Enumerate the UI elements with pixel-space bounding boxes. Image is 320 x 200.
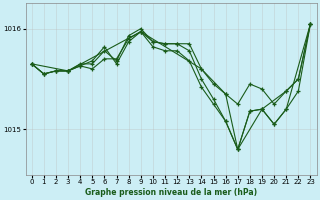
X-axis label: Graphe pression niveau de la mer (hPa): Graphe pression niveau de la mer (hPa) <box>85 188 257 197</box>
